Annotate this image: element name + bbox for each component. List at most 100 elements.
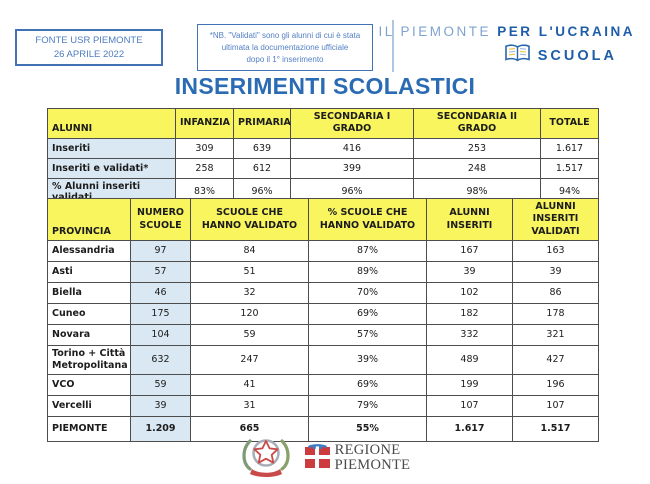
data-cell: 39 — [130, 394, 191, 417]
data-cell: 632 — [130, 345, 191, 375]
summary-header-row: ALUNNI INFANZIA PRIMARIA SECONDARIA I GRADO… — [47, 108, 599, 139]
column-header: TOTALE — [540, 108, 599, 139]
row-label: Cuneo — [47, 303, 131, 326]
row-label: VCO — [47, 373, 131, 396]
data-cell: 1.617 — [540, 137, 599, 159]
table-row: VCO 59 41 69% 199 196 — [47, 373, 599, 396]
data-cell: 178 — [512, 303, 599, 326]
data-cell: 1.517 — [540, 157, 599, 179]
table-row: Asti 57 51 89% 39 39 — [47, 261, 599, 284]
data-cell: 39 — [512, 261, 599, 284]
table-row: Inseriti e validati* 258 612 399 248 1.517 — [47, 157, 599, 179]
region-text-line: REGIONE — [334, 442, 401, 459]
brand-title-light: IL PIEMONTE — [378, 24, 492, 39]
data-cell: 69% — [308, 303, 427, 326]
brand-title: IL PIEMONTE PER L'UCRAINA — [379, 24, 636, 39]
data-cell: 79% — [308, 394, 427, 417]
data-cell: 1.209 — [130, 415, 191, 442]
footer: REGIONE PIEMONTE — [0, 433, 650, 483]
table-row: Biella 46 32 70% 102 86 — [47, 282, 599, 305]
note-line: ultimata la documentazione ufficiale — [221, 42, 349, 52]
data-cell: 175 — [130, 303, 191, 326]
data-cell: 612 — [233, 157, 291, 179]
data-cell: 97 — [130, 240, 191, 263]
data-cell: 182 — [426, 303, 513, 326]
row-label: Biella — [47, 282, 131, 305]
data-cell: 416 — [290, 137, 414, 159]
column-header: ALUNNI INSERITI — [426, 197, 513, 242]
data-cell: 163 — [512, 240, 599, 263]
data-cell: 196 — [512, 373, 599, 396]
brand-block: IL PIEMONTE PER L'UCRAINA SCUOLA — [379, 24, 636, 68]
column-header: PROVINCIA — [47, 197, 131, 242]
data-cell: 107 — [426, 394, 513, 417]
data-cell: 247 — [190, 345, 309, 375]
row-label: Alessandria — [47, 240, 131, 263]
data-cell: 1.617 — [426, 415, 513, 442]
column-header: SCUOLE CHE HANNO VALIDATO — [190, 197, 309, 242]
data-cell: 51 — [190, 261, 309, 284]
column-header: SECONDARIA II GRADO — [413, 108, 541, 139]
table-row: Torino + Città Metropolitana 632 247 39% 489… — [47, 345, 599, 375]
data-cell: 84 — [190, 240, 309, 263]
summary-table-container: ALUNNI INFANZIA PRIMARIA SECONDARIA I GRADO… — [47, 108, 599, 206]
data-cell: 46 — [130, 282, 191, 305]
note-line: *NB. "Validati" sono gli alunni di cui è… — [209, 30, 361, 40]
italy-republic-emblem-icon — [240, 433, 292, 483]
data-cell: 39% — [308, 345, 427, 375]
data-cell: 427 — [512, 345, 599, 375]
data-cell: 167 — [426, 240, 513, 263]
province-table-container: PROVINCIA NUMERO SCUOLE SCUOLE CHE HANNO V… — [47, 197, 599, 442]
regione-piemonte-text: REGIONE PIEMONTE — [335, 443, 411, 473]
table-row: Novara 104 59 57% 332 321 — [47, 324, 599, 347]
data-cell: 87% — [308, 240, 427, 263]
row-label: Inseriti — [47, 137, 176, 159]
province-header-row: PROVINCIA NUMERO SCUOLE SCUOLE CHE HANNO V… — [47, 197, 599, 242]
data-cell: 57% — [308, 324, 427, 347]
data-cell: 32 — [190, 282, 309, 305]
column-header: NUMERO SCUOLE — [130, 197, 191, 242]
brand-title-bold: PER L'UCRAINA — [497, 24, 635, 39]
row-label: Asti — [47, 261, 131, 284]
data-cell: 489 — [426, 345, 513, 375]
data-cell: 665 — [190, 415, 309, 442]
row-label: PIEMONTE — [47, 415, 131, 442]
table-row: PIEMONTE 1.209 665 55% 1.617 1.517 — [47, 415, 599, 442]
column-header: ALUNNI INSERITI VALIDATI — [512, 197, 599, 242]
column-header: SECONDARIA I GRADO — [290, 108, 414, 139]
data-cell: 59 — [130, 373, 191, 396]
data-cell: 1.517 — [512, 415, 599, 442]
table-row: Cuneo 175 120 69% 182 178 — [47, 303, 599, 326]
data-cell: 102 — [426, 282, 513, 305]
row-label: Torino + Città Metropolitana — [47, 345, 131, 375]
table-row: Alessandria 97 84 87% 167 163 — [47, 240, 599, 263]
data-cell: 89% — [308, 261, 427, 284]
data-cell: 639 — [233, 137, 291, 159]
column-header: INFANZIA — [175, 108, 234, 139]
column-header: ALUNNI — [47, 108, 176, 139]
data-cell: 59 — [190, 324, 309, 347]
open-book-icon — [504, 44, 531, 68]
piemonte-shield-icon — [303, 443, 331, 473]
column-header: % SCUOLE CHE HANNO VALIDATO — [308, 197, 427, 242]
data-cell: 31 — [190, 394, 309, 417]
note-box: *NB. "Validati" sono gli alunni di cui è… — [197, 24, 373, 71]
row-label: Novara — [47, 324, 131, 347]
source-box: FONTE USR PIEMONTE 26 APRILE 2022 — [15, 29, 163, 66]
row-label: Vercelli — [47, 394, 131, 417]
source-line: FONTE USR PIEMONTE — [35, 34, 143, 46]
region-text-line: PIEMONTE — [334, 457, 411, 473]
table-row: Inseriti 309 639 416 253 1.617 — [47, 137, 599, 159]
data-cell: 199 — [426, 373, 513, 396]
summary-table: ALUNNI INFANZIA PRIMARIA SECONDARIA I GRADO… — [47, 108, 599, 206]
brand-subtitle-row: SCUOLA — [379, 44, 618, 68]
data-cell: 321 — [512, 324, 599, 347]
data-cell: 39 — [426, 261, 513, 284]
regione-piemonte-logo: REGIONE PIEMONTE — [303, 443, 411, 473]
data-cell: 107 — [512, 394, 599, 417]
data-cell: 86 — [512, 282, 599, 305]
data-cell: 55% — [308, 415, 427, 442]
source-line: 26 APRILE 2022 — [53, 48, 125, 60]
row-label: Inseriti e validati* — [47, 157, 176, 179]
